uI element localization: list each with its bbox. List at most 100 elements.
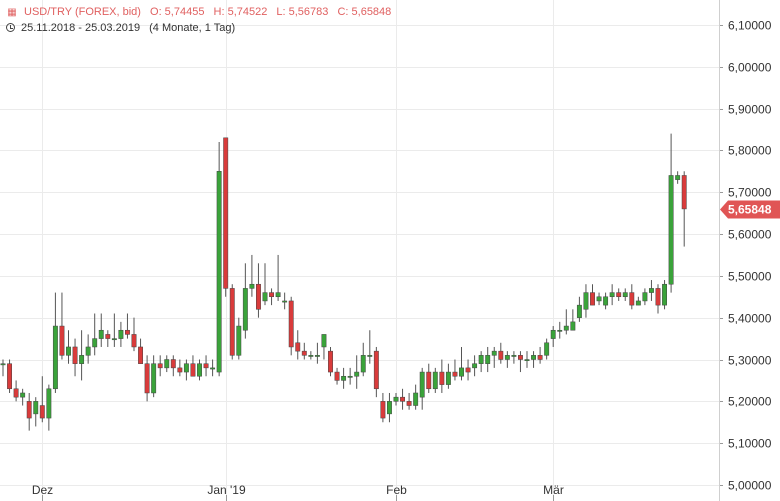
candle-body [583,292,589,310]
candle [131,317,137,352]
candle [472,355,478,377]
candle [406,392,412,410]
candle [79,330,85,381]
candle-body [550,329,556,339]
candle-body [413,392,419,406]
candle [465,359,471,381]
candle-body [131,334,137,348]
y-tick-label: 6,10000 [728,19,772,33]
candle [229,284,235,360]
candle [295,330,301,360]
candle-body [485,355,491,364]
candle [216,141,222,377]
candle-body [229,288,235,356]
candle-body [635,300,641,306]
candle-body [98,329,104,339]
candle [39,376,45,423]
candle-body [203,363,209,369]
candle [491,346,497,368]
candle-body [426,371,432,390]
candle-body [20,392,26,398]
candle [138,338,144,364]
candle [662,280,667,310]
candle [118,321,124,347]
candle [288,296,294,356]
candle-body [649,288,654,293]
candle [164,355,170,373]
x-tick-label: Dez [32,483,53,497]
candle-body [629,292,635,306]
candle-body [249,283,255,289]
candle-body [164,359,170,369]
candle [649,280,654,301]
grid-lines [0,0,719,495]
candle [321,334,327,360]
y-axis: 6,10000 6,00000 5,90000 5,80000 5,70000 5,600… [719,0,772,501]
candle-body [13,388,19,398]
candle [681,171,687,247]
candle [413,384,419,410]
y-tick-label: 5,70000 [728,186,772,200]
candle-body [177,367,183,373]
candle [635,296,641,306]
close-value: C: 5,65848 [337,6,392,18]
candle [596,292,602,306]
x-tick-label: Feb [386,483,407,497]
candle-body [85,346,91,356]
last-price-label: 5,65848 [728,203,772,217]
y-tick-label: 5,60000 [728,228,772,242]
candle-body [465,367,471,373]
candle-body [439,371,445,385]
candle-body [498,350,504,360]
candle [675,171,681,184]
candle [157,355,163,377]
candle [400,388,406,410]
candle [334,367,340,385]
candle [504,351,510,368]
candle [622,288,628,301]
candle-body [668,175,674,285]
candle-body [642,292,648,302]
candle [629,284,635,310]
candle-body [321,334,327,348]
candle-body [681,175,687,210]
candle-body [445,371,451,385]
candle-body [511,355,517,357]
candle-body [557,329,563,332]
candle-body [367,355,373,357]
candle [367,330,373,364]
candle-body [603,296,609,306]
candle-body [590,292,595,306]
candle [242,263,248,339]
candle [373,346,379,398]
candle [557,321,563,339]
candle-body [419,371,425,398]
candle [498,342,504,364]
candle [66,330,71,364]
y-tick-label: 5,10000 [728,437,772,451]
candle-body [478,355,484,364]
candle [616,288,622,301]
candle-body [39,405,45,419]
candle-body [190,363,196,377]
candle-body [524,359,530,361]
candle [183,359,189,381]
candle-body [262,292,268,302]
candle-body [157,363,163,369]
candle [0,359,6,377]
candle-body [504,355,510,360]
candle [26,392,32,431]
candle [190,355,196,377]
candle-body [79,355,85,364]
candle-body [59,325,65,356]
candle-body [400,396,406,402]
candle [445,363,451,389]
candle [360,342,366,377]
candle [223,137,229,297]
candle-body [144,363,150,394]
candle-body [537,355,543,360]
candle-body [125,329,130,335]
y-tick-label: 5,30000 [728,354,772,368]
candle-body [655,288,661,306]
date-range: 25.11.2018 - 25.03.2019 [21,22,141,34]
